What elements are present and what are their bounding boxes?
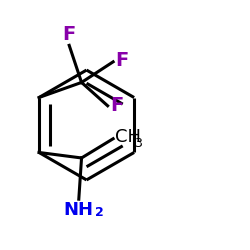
Text: F: F [62, 25, 76, 44]
Text: CH: CH [114, 128, 140, 146]
Text: NH: NH [64, 200, 94, 218]
Text: 3: 3 [134, 137, 141, 150]
Text: F: F [110, 96, 123, 115]
Text: 2: 2 [95, 206, 104, 219]
Text: F: F [115, 51, 128, 70]
